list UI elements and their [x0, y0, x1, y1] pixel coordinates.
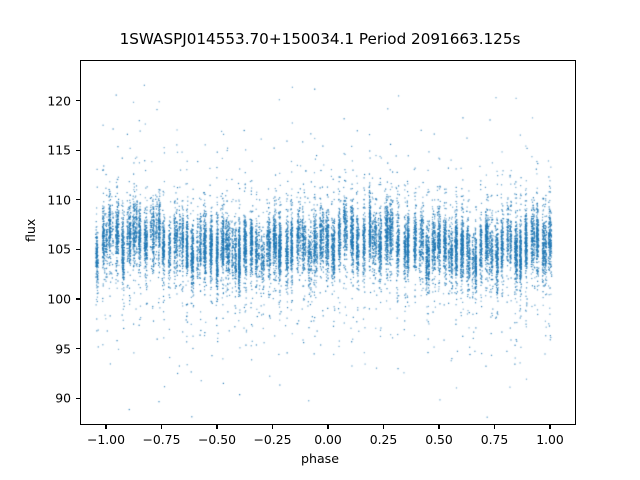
y-tick-label: 105 — [47, 241, 71, 257]
x-tick-label: −0.25 — [253, 432, 292, 447]
y-tick-label: 95 — [55, 341, 71, 357]
y-tick-label: 120 — [47, 93, 71, 109]
y-tick-mark — [76, 348, 80, 350]
x-tick-label: 0.75 — [480, 432, 509, 447]
x-tick-label: 0.00 — [314, 432, 342, 447]
x-tick-mark — [327, 425, 329, 429]
y-tick-mark — [76, 397, 80, 399]
x-tick-label: 1.00 — [536, 432, 564, 447]
x-tick-mark — [271, 425, 274, 429]
y-tick-mark — [76, 100, 80, 102]
x-tick-mark — [105, 425, 107, 429]
y-tick-label: 90 — [55, 390, 71, 406]
plot-axes — [80, 60, 576, 425]
page-title: 1SWASPJ014553.70+150034.1 Period 2091663… — [119, 30, 521, 48]
scatter-plot-canvas — [81, 61, 575, 424]
x-tick-mark — [216, 425, 218, 429]
y-tick-mark — [76, 298, 80, 300]
y-tick-mark — [76, 149, 80, 151]
y-tick-label: 115 — [47, 142, 71, 158]
x-tick-label: −1.00 — [86, 432, 125, 447]
x-tick-mark — [549, 425, 551, 429]
y-tick-mark — [76, 199, 80, 201]
y-tick-label: 100 — [47, 291, 71, 307]
x-tick-label: 0.25 — [369, 432, 398, 447]
x-tick-mark — [493, 425, 496, 429]
y-tick-mark — [76, 248, 80, 250]
x-tick-mark — [160, 425, 163, 429]
x-tick-label: −0.75 — [142, 432, 181, 447]
x-tick-label: −0.50 — [197, 432, 236, 447]
y-tick-label: 110 — [47, 192, 71, 208]
y-axis-label: flux — [23, 218, 38, 242]
x-tick-label: 0.50 — [425, 432, 453, 447]
x-tick-mark — [382, 425, 385, 429]
x-tick-mark — [438, 425, 440, 429]
x-axis-label: phase — [300, 451, 339, 466]
